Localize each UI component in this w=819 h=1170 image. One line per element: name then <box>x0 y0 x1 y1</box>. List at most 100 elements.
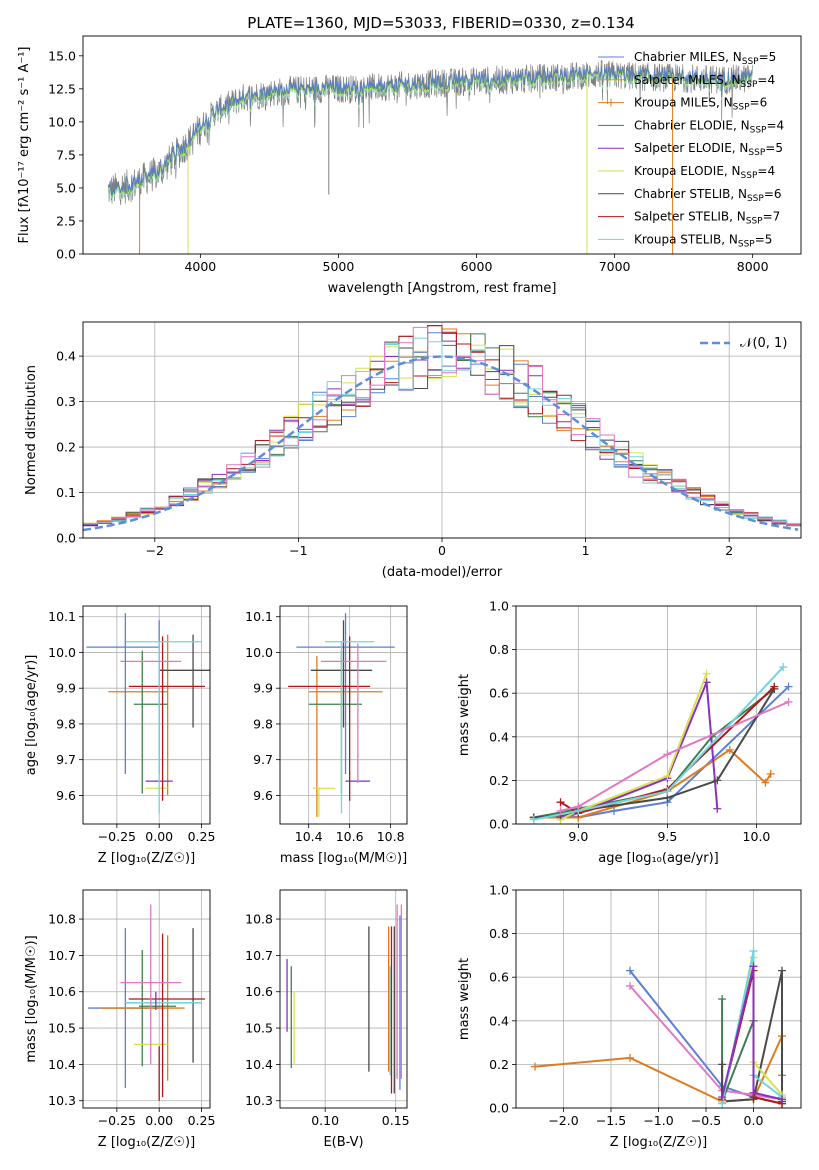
mass_vs_Z-frame <box>82 889 211 1109</box>
residuals-xtick-label: −1 <box>289 543 307 558</box>
mass_vs_Z-ytick-label: 10.6 <box>48 984 76 999</box>
age_vs_Z-axes: −0.25 0.00 0.25 9.6 9.7 9.8 9.9 10.0 10.1 Z [log₁… <box>24 605 215 866</box>
weight_vs_age-ytick-label: 0.6 <box>489 686 509 701</box>
weight_vs_Z-xtick-label: −2.0 <box>548 1113 578 1128</box>
weight-point-marker <box>663 750 672 759</box>
age_vs_Z-frame <box>82 605 211 825</box>
spectrum-ytick-label: 12.5 <box>48 81 76 96</box>
age_vs_mass-ytick-label: 9.7 <box>253 752 273 767</box>
spectrum-xtick-label: 4000 <box>184 259 216 274</box>
weight-point-marker <box>749 962 758 971</box>
weight-point-marker <box>718 995 727 1003</box>
weight-point-marker <box>778 966 786 975</box>
weight_vs_age-plot-area <box>529 663 793 824</box>
weight_vs_age-ytick-label: 0.0 <box>489 817 509 832</box>
mass_vs_Z-ytick-label: 10.8 <box>48 912 76 927</box>
weight_vs_Z-ytick-label: 0.2 <box>489 1057 509 1072</box>
weight_vs_age-ytick-label: 0.4 <box>489 729 509 744</box>
age_vs_mass-ytick-label: 9.9 <box>253 681 273 696</box>
mass_vs_ebv-ytick-label: 10.8 <box>245 912 273 927</box>
weight-series-line <box>560 673 708 821</box>
age_vs_Z-ylabel: age [log₁₀(age/yr)] <box>24 655 39 776</box>
spectrum-legend: Chabrier MILES, NSSP=5 Salpeter MILES, NS… <box>598 50 784 249</box>
weight-point-marker <box>574 802 583 811</box>
age_vs_mass-frame <box>279 605 408 825</box>
mass_vs_Z-xtick-label: −0.25 <box>98 1113 136 1128</box>
residuals-ytick-label: 0.2 <box>56 440 76 455</box>
residuals-axes: −2 −1 0 1 2 0.0 0.1 0.2 0.3 0.4 (data-model)/error… <box>24 321 802 580</box>
age_vs_Z-plot-area <box>86 613 210 814</box>
weight-point-marker <box>784 697 793 706</box>
spectrum-xtick-label: 8000 <box>737 259 769 274</box>
mass_vs_ebv-xlabel: E(B-V) <box>323 1135 363 1150</box>
weight_vs_Z-ytick-label: 0.4 <box>489 1013 509 1028</box>
residual-histogram <box>83 337 801 525</box>
weight-point-marker <box>784 682 793 691</box>
mass_vs_ebv-axes: 0.10 0.15 10.3 10.4 10.5 10.6 10.7 10.8 E(B-V) <box>245 889 410 1150</box>
mass_vs_Z-plot-area <box>88 904 205 1101</box>
spectrum-plot-area <box>107 59 753 254</box>
weight_vs_Z-ytick-label: 1.0 <box>489 883 509 898</box>
spectrum-xtick-label: 6000 <box>461 259 493 274</box>
weight-point-marker <box>749 1088 758 1097</box>
weight_vs_age-ylabel: mass weight <box>457 674 472 756</box>
weight_vs_age-frame <box>515 605 802 825</box>
age_vs_mass-ytick-label: 10.1 <box>245 609 273 624</box>
weight_vs_age-xtick-label: 9.5 <box>657 829 677 844</box>
legend-entry-label: Kroupa ELODIE, NSSP=4 <box>634 164 775 181</box>
weight_vs_age-axes: 9.0 9.5 10.0 0.0 0.2 0.4 0.6 0.8 1.0 age [log₁₀(a… <box>457 599 802 866</box>
age_vs_mass-ytick-label: 10.0 <box>245 645 273 660</box>
legend-entry-label: Kroupa MILES, NSSP=6 <box>634 96 767 113</box>
weight_vs_Z-ylabel: mass weight <box>457 958 472 1040</box>
age_vs_mass-xtick-label: 10.6 <box>336 829 364 844</box>
weight-point-marker <box>529 815 538 824</box>
spectrum-xlabel: wavelength [Angstrom, rest frame] <box>328 281 557 296</box>
weight-point-marker <box>663 787 672 796</box>
weight_vs_age-xlabel: age [log₁₀(age/yr)] <box>598 851 719 866</box>
weight_vs_Z-ytick-label: 0.8 <box>489 926 509 941</box>
weight_vs_Z-xlabel: Z [log₁₀(Z/Z☉)] <box>610 1135 707 1150</box>
figure-title: PLATE=1360, MJD=53033, FIBERID=0330, z=0… <box>247 14 634 32</box>
mass_vs_Z-ytick-label: 10.3 <box>48 1093 76 1108</box>
weight_vs_age-ytick-label: 1.0 <box>489 599 509 614</box>
mass_vs_Z-ytick-label: 10.5 <box>48 1021 76 1036</box>
weight-point-marker <box>779 663 788 672</box>
residuals-plot-area <box>83 325 801 532</box>
residuals-ytick-label: 0.0 <box>56 531 76 546</box>
weight-point-marker <box>626 981 634 990</box>
age_vs_Z-ytick-label: 9.7 <box>56 752 76 767</box>
weight_vs_Z-xtick-label: −1.5 <box>596 1113 626 1128</box>
mass_vs_Z-ylabel: mass [log₁₀(M/M☉)] <box>24 935 39 1062</box>
weight-point-marker <box>770 682 779 691</box>
weight-series-line <box>629 985 783 1101</box>
residuals-xtick-label: 2 <box>725 543 733 558</box>
weight-series-line <box>721 966 783 1101</box>
spectrum-ytick-label: 0.0 <box>56 247 76 262</box>
weight_vs_age-ytick-label: 0.2 <box>489 773 509 788</box>
legend-entry-label: Salpeter ELODIE, NSSP=5 <box>634 141 783 158</box>
weight_vs_Z-plot-area <box>531 947 786 1108</box>
weight_vs_Z-ytick-label: 0.0 <box>489 1101 509 1116</box>
weight-point-marker <box>609 806 618 815</box>
residuals-ylabel: Normed distribution <box>24 365 39 495</box>
age_vs_Z-ytick-label: 10.1 <box>48 609 76 624</box>
mass_vs_Z-ytick-label: 10.4 <box>48 1057 76 1072</box>
weight_vs_Z-xtick-label: −0.5 <box>691 1113 721 1128</box>
spectrum-axes: 4000 5000 6000 7000 8000 0.0 2.5 5.0 7.5 10.0 12.5… <box>17 35 802 296</box>
mass_vs_ebv-ytick-label: 10.7 <box>245 948 273 963</box>
mass_vs_ebv-xtick-label: 0.15 <box>382 1113 410 1128</box>
mass_vs_ebv-ytick-label: 10.3 <box>245 1093 273 1108</box>
weight_vs_Z-ytick-label: 0.6 <box>489 970 509 985</box>
age_vs_Z-ytick-label: 10.0 <box>48 645 76 660</box>
spectrum-ytick-label: 5.0 <box>56 180 76 195</box>
residuals-ytick-label: 0.3 <box>56 394 76 409</box>
gaussian-curve <box>83 355 799 532</box>
age_vs_mass-xtick-label: 10.8 <box>377 829 405 844</box>
weight-point-marker <box>766 769 775 778</box>
weight_vs_age-xtick-label: 9.0 <box>568 829 588 844</box>
weight-point-marker <box>531 1062 539 1071</box>
residuals-legend: 𝒩(0, 1) <box>700 336 787 351</box>
mass_vs_ebv-ytick-label: 10.5 <box>245 1021 273 1036</box>
